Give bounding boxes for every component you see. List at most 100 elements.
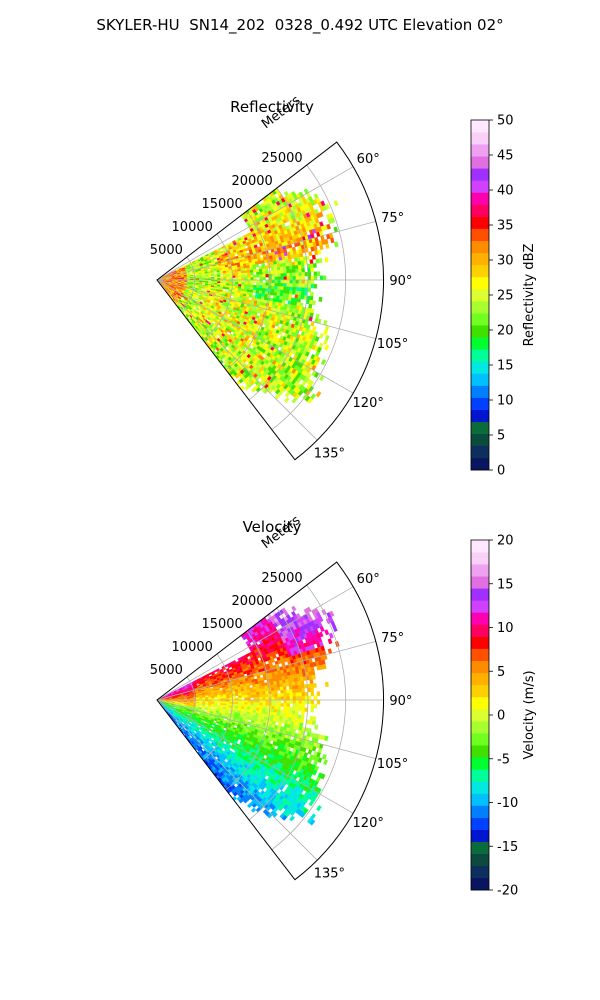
data-cell — [280, 273, 284, 277]
data-cell — [223, 274, 227, 277]
data-cell — [289, 272, 294, 277]
data-cell — [264, 682, 268, 686]
colorbar-tick-label: 35 — [497, 219, 514, 234]
data-cell — [205, 697, 209, 699]
data-cell — [273, 684, 278, 688]
data-cell — [298, 272, 303, 277]
azimuth-tick-label: 75° — [381, 211, 404, 226]
data-cell — [295, 279, 300, 284]
data-cell — [265, 285, 269, 289]
data-cell — [301, 703, 306, 708]
data-cell — [256, 697, 260, 701]
colorbar-swatch — [471, 228, 489, 241]
data-cell — [261, 268, 266, 272]
data-cell — [247, 274, 251, 278]
data-cell — [271, 276, 275, 281]
data-cell — [274, 699, 278, 704]
data-cell — [271, 279, 275, 284]
data-cell — [313, 245, 318, 251]
data-cell — [262, 697, 266, 701]
data-cell — [262, 274, 266, 278]
data-cell — [273, 264, 278, 268]
data-cell — [276, 289, 281, 294]
data-cell — [295, 283, 300, 288]
data-cell — [262, 691, 266, 695]
data-cell — [317, 249, 322, 255]
data-cell — [310, 707, 314, 713]
data-cell — [280, 703, 284, 707]
data-cell — [285, 710, 290, 715]
data-cell — [310, 687, 314, 693]
data-cell — [183, 698, 188, 700]
data-cell — [265, 691, 269, 695]
data-cell — [310, 291, 314, 297]
data-cell — [235, 275, 239, 279]
data-cell — [273, 292, 278, 296]
data-cell — [252, 289, 257, 294]
data-cell — [277, 706, 281, 710]
data-cell — [238, 275, 242, 279]
data-cell — [237, 271, 242, 274]
colorbar-swatch — [471, 144, 489, 157]
data-cell — [289, 276, 294, 281]
data-cell — [276, 709, 281, 714]
data-cell — [295, 272, 300, 277]
data-cell — [276, 263, 281, 268]
colorbar-swatch — [471, 457, 489, 471]
data-cell — [271, 285, 275, 290]
radial-tick-label: 15000 — [201, 197, 242, 212]
data-cell — [286, 286, 290, 291]
data-cell — [319, 244, 324, 250]
data-cell — [244, 702, 248, 705]
data-cell — [247, 704, 251, 708]
data-cell — [295, 699, 300, 704]
data-cell — [286, 272, 290, 277]
colorbar-tick-label: 15 — [497, 359, 514, 374]
data-cell — [250, 704, 254, 708]
data-cell — [286, 276, 291, 281]
data-cell — [220, 276, 224, 279]
data-cell — [311, 670, 316, 676]
data-cell — [282, 713, 287, 718]
data-cell — [205, 277, 209, 279]
colorbar-tick-label: 20 — [497, 324, 514, 339]
data-cell — [334, 241, 339, 248]
radial-tick-label: 20000 — [231, 174, 272, 189]
data-cell — [238, 704, 242, 707]
data-cell — [223, 694, 227, 697]
data-cell — [323, 329, 328, 336]
data-cell — [283, 699, 288, 704]
data-cell — [295, 276, 300, 281]
colorbar-swatch — [471, 373, 489, 386]
data-cell — [282, 289, 287, 294]
data-cell — [246, 687, 251, 691]
data-cell — [271, 282, 275, 287]
data-cell — [292, 710, 296, 715]
data-cell — [301, 711, 305, 716]
data-cell — [300, 680, 305, 685]
azimuth-tick-label: 90° — [389, 274, 412, 289]
data-cell — [202, 282, 206, 284]
data-cell — [259, 271, 263, 275]
data-cell — [271, 699, 275, 704]
data-cell — [259, 699, 263, 703]
data-cell — [310, 263, 314, 269]
data-cell — [292, 279, 297, 284]
data-cell — [235, 701, 239, 705]
data-cell — [256, 279, 260, 283]
data-cell — [310, 308, 315, 314]
data-cell — [283, 273, 287, 277]
data-cell — [252, 269, 257, 273]
data-cell — [235, 281, 239, 285]
data-cell — [301, 684, 305, 689]
data-cell — [292, 703, 297, 708]
data-cell — [283, 696, 288, 701]
data-cell — [247, 282, 251, 286]
data-cell — [295, 268, 299, 273]
velocity-panel: Velocity500010000150002000025000Meters60… — [150, 513, 537, 899]
data-cell — [214, 696, 218, 699]
data-cell — [333, 200, 339, 207]
data-cell — [292, 685, 296, 690]
data-cell — [262, 282, 266, 286]
